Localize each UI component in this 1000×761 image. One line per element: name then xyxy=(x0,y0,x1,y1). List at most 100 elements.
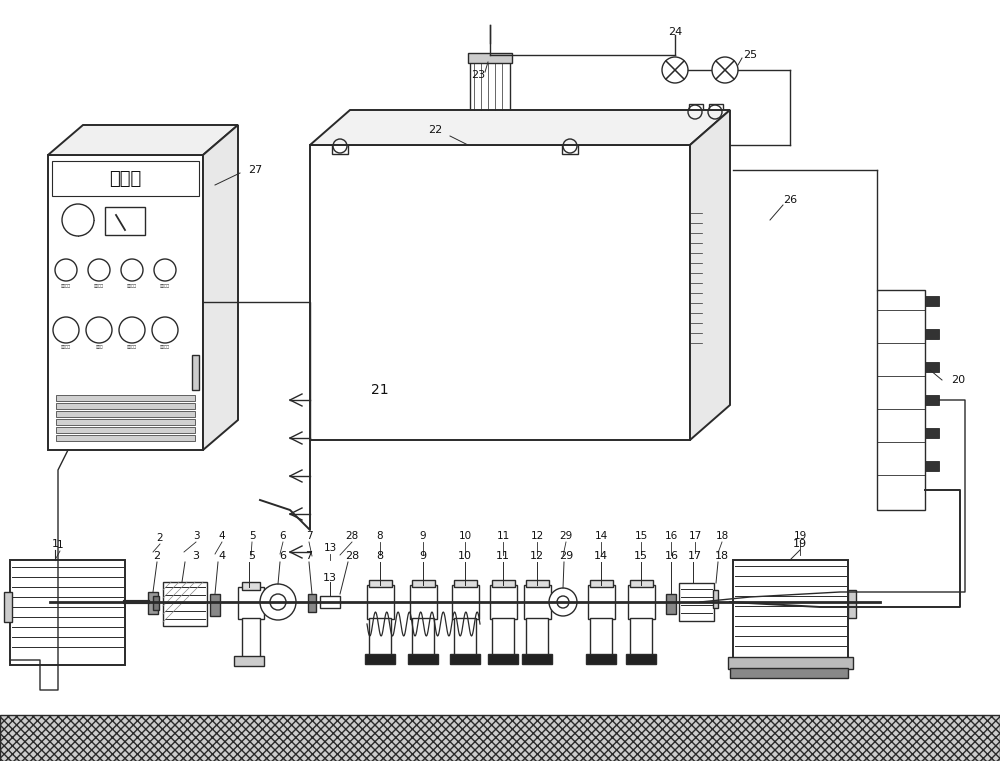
Bar xyxy=(412,618,434,656)
Circle shape xyxy=(662,57,688,83)
Bar xyxy=(925,395,939,405)
Bar xyxy=(679,583,714,621)
Bar xyxy=(590,580,613,587)
Bar xyxy=(628,585,655,619)
Bar xyxy=(4,592,12,622)
Circle shape xyxy=(55,259,77,281)
Text: 2: 2 xyxy=(157,533,163,543)
Text: 19: 19 xyxy=(793,539,807,549)
Bar xyxy=(365,654,395,664)
Bar xyxy=(848,590,856,618)
Bar xyxy=(242,582,260,590)
Bar xyxy=(728,657,853,669)
Bar xyxy=(626,654,656,664)
Text: 28: 28 xyxy=(345,531,359,541)
Text: 22: 22 xyxy=(428,125,442,135)
Text: 12: 12 xyxy=(530,531,544,541)
Bar xyxy=(730,668,848,678)
Text: 18: 18 xyxy=(715,551,729,561)
Bar xyxy=(925,461,939,471)
Text: 17: 17 xyxy=(688,531,702,541)
Bar xyxy=(877,290,925,510)
Circle shape xyxy=(260,584,296,620)
Text: 28: 28 xyxy=(345,551,359,561)
Bar xyxy=(468,53,512,63)
Text: 16: 16 xyxy=(665,551,679,561)
Bar xyxy=(522,654,552,664)
Bar xyxy=(56,419,195,425)
Text: 电源接入: 电源接入 xyxy=(61,284,71,288)
Text: 26: 26 xyxy=(783,195,797,205)
Text: 动力柜: 动力柜 xyxy=(109,170,141,188)
Bar xyxy=(454,618,476,656)
Bar xyxy=(410,585,437,619)
Text: 14: 14 xyxy=(594,531,608,541)
Text: 29: 29 xyxy=(559,551,573,561)
Text: 11: 11 xyxy=(496,531,510,541)
Text: 5: 5 xyxy=(249,531,255,541)
Bar xyxy=(310,145,690,440)
Bar xyxy=(689,104,703,120)
Bar xyxy=(462,115,518,127)
Text: 9: 9 xyxy=(419,551,427,561)
Text: 3: 3 xyxy=(192,551,200,561)
Text: 27: 27 xyxy=(248,165,262,175)
Text: 16: 16 xyxy=(664,531,678,541)
Bar xyxy=(690,205,718,365)
Bar xyxy=(332,138,348,154)
Bar xyxy=(925,362,939,372)
Text: 电流表: 电流表 xyxy=(95,345,103,349)
Text: 4: 4 xyxy=(218,551,226,561)
Bar xyxy=(56,403,195,409)
Bar xyxy=(490,585,517,619)
Text: 29: 29 xyxy=(559,531,573,541)
Text: 21: 21 xyxy=(371,383,389,397)
Text: 11: 11 xyxy=(496,551,510,561)
Bar xyxy=(526,618,548,656)
Text: 4: 4 xyxy=(219,531,225,541)
Text: 9: 9 xyxy=(420,531,426,541)
Text: 主轴转向: 主轴转向 xyxy=(127,284,137,288)
Bar xyxy=(562,138,578,154)
Text: 10: 10 xyxy=(458,551,472,561)
Text: 7: 7 xyxy=(306,531,312,541)
Bar xyxy=(153,596,159,610)
Bar xyxy=(925,329,939,339)
Text: 15: 15 xyxy=(634,551,648,561)
Text: 14: 14 xyxy=(594,551,608,561)
Bar xyxy=(630,618,652,656)
Text: 电压监测: 电压监测 xyxy=(61,345,71,349)
Bar xyxy=(925,428,939,438)
Bar xyxy=(925,296,939,306)
Polygon shape xyxy=(203,125,238,450)
Bar xyxy=(56,395,195,401)
Bar xyxy=(242,618,260,658)
Bar xyxy=(56,435,195,441)
Bar xyxy=(526,580,549,587)
Bar xyxy=(56,427,195,433)
Bar xyxy=(492,580,515,587)
Text: 23: 23 xyxy=(471,70,485,80)
Bar xyxy=(733,560,848,660)
Bar xyxy=(10,560,125,665)
Text: 20: 20 xyxy=(951,375,965,385)
Bar xyxy=(408,654,438,664)
Text: 1: 1 xyxy=(57,540,63,550)
Bar xyxy=(488,654,518,664)
Circle shape xyxy=(86,317,112,343)
Text: 变频调速: 变频调速 xyxy=(160,345,170,349)
Bar xyxy=(369,580,392,587)
Text: 25: 25 xyxy=(743,50,757,60)
Circle shape xyxy=(53,317,79,343)
Bar xyxy=(369,618,391,656)
Bar xyxy=(238,587,264,619)
Text: 7: 7 xyxy=(305,551,313,561)
Bar xyxy=(320,596,340,608)
Text: 主轴转速: 主轴转速 xyxy=(127,345,137,349)
Text: 1: 1 xyxy=(52,539,58,549)
Bar xyxy=(308,594,316,612)
Text: 18: 18 xyxy=(715,531,729,541)
Text: 13: 13 xyxy=(323,573,337,583)
Text: 变频调速: 变频调速 xyxy=(160,284,170,288)
Polygon shape xyxy=(48,125,238,155)
